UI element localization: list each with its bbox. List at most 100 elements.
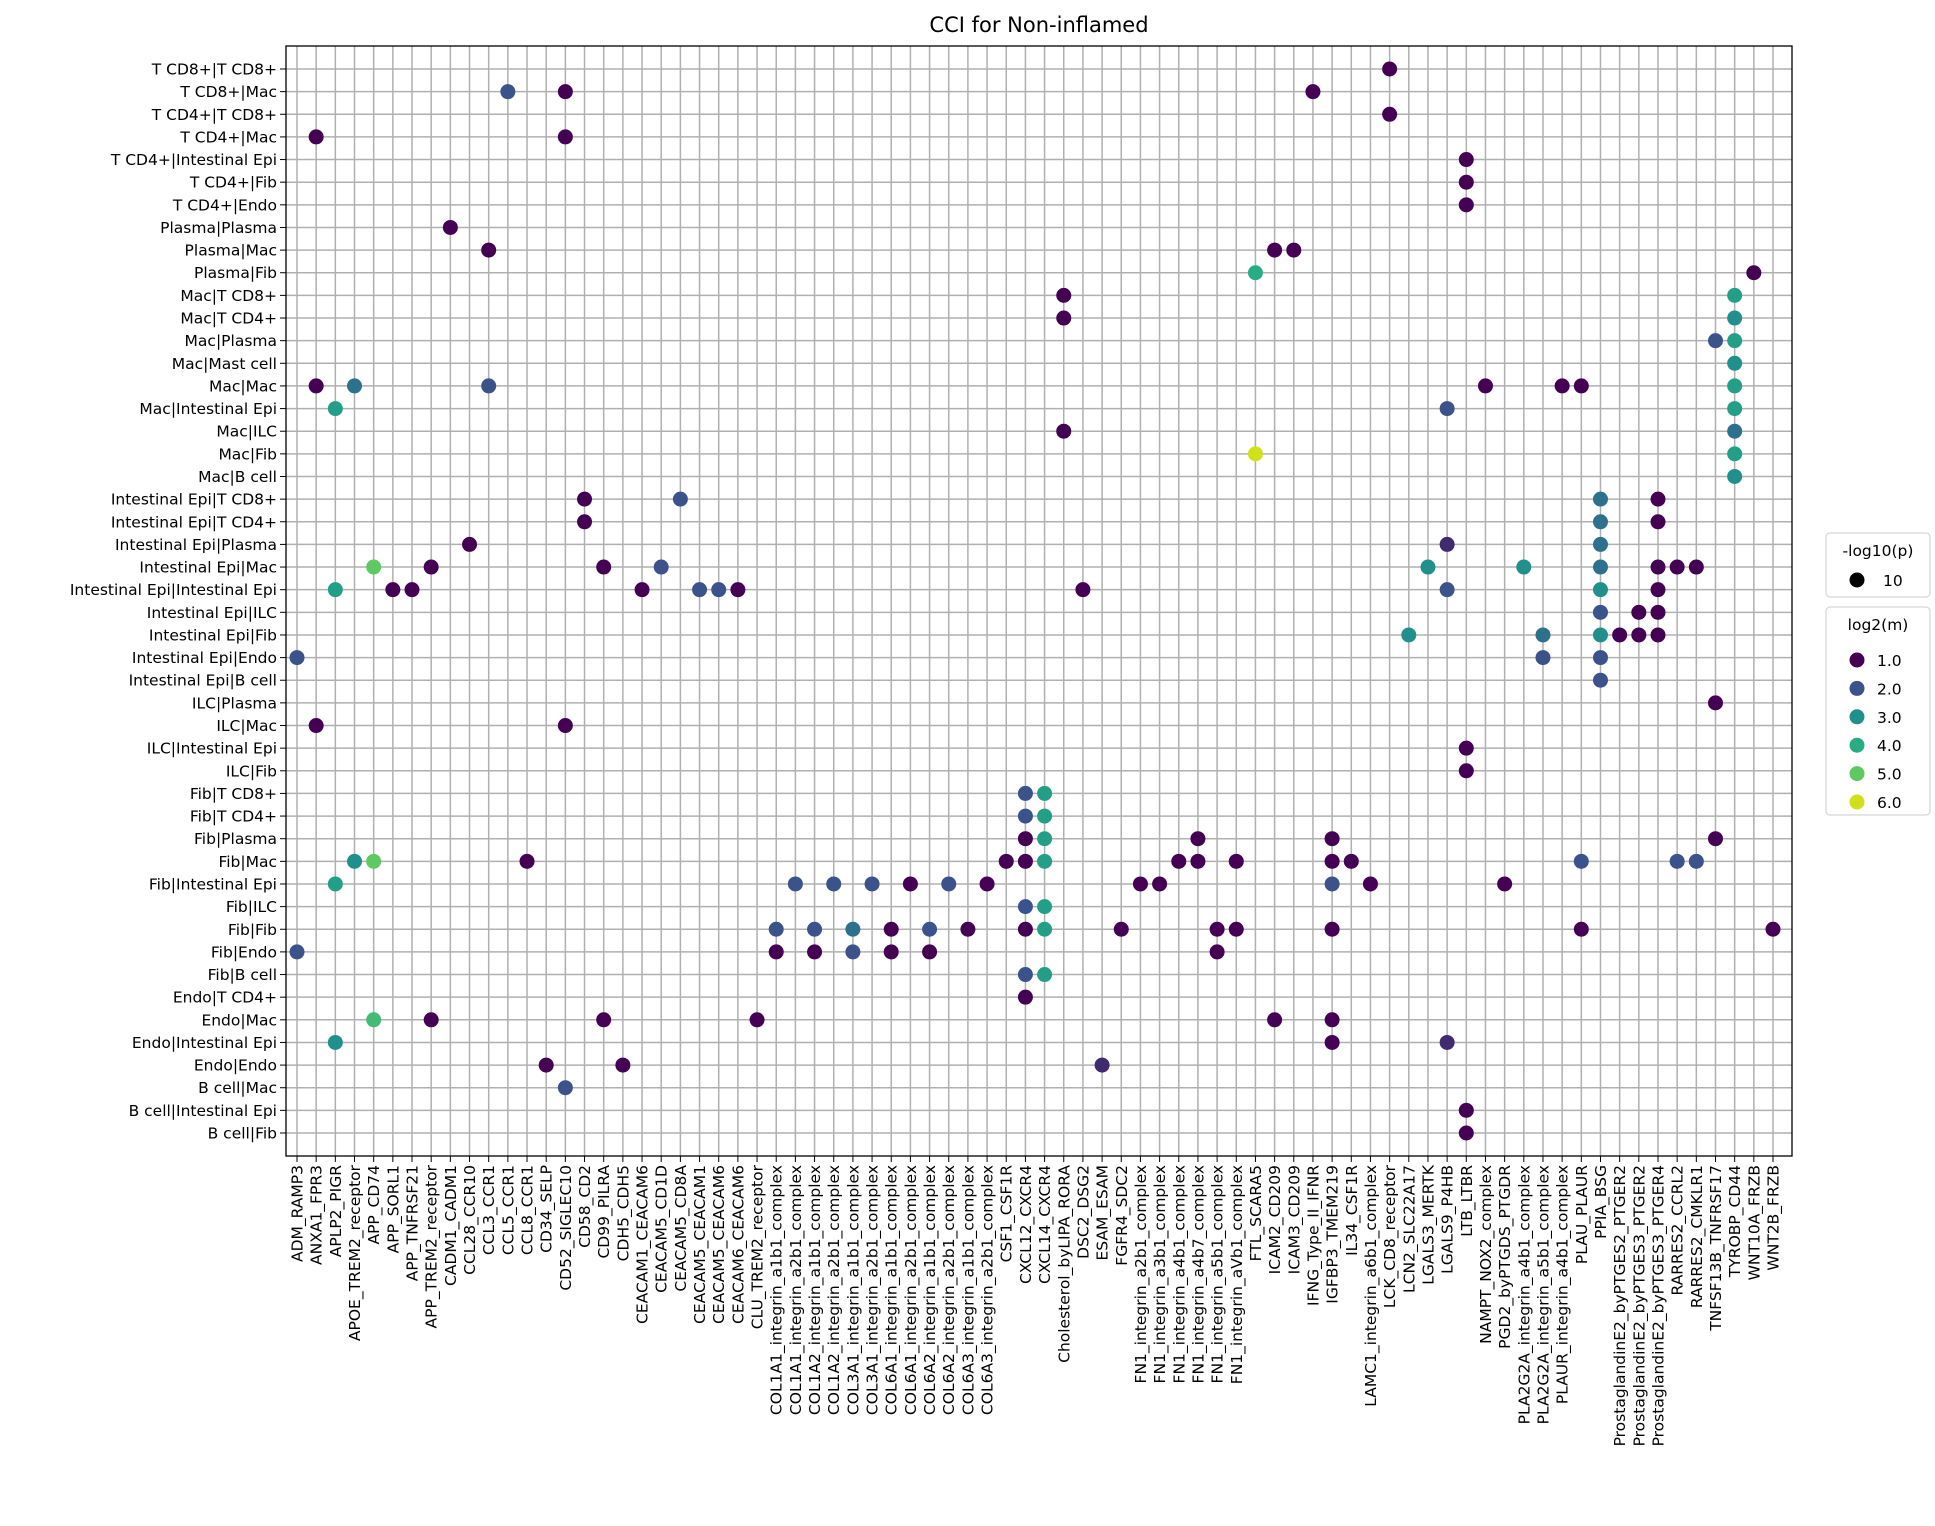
x-tick-label: CCL5_CCR1 — [499, 1165, 518, 1255]
x-tick-label: WNT10A_FRZB — [1745, 1165, 1764, 1280]
data-point — [1228, 853, 1244, 869]
x-tick-label: COL6A2_integrin_a1b1_complex — [921, 1165, 940, 1415]
x-tick-label: LGALS3_MERTK — [1419, 1164, 1438, 1285]
data-point — [327, 876, 343, 892]
data-point — [308, 129, 324, 145]
x-tick-label: CSF1_CSF1R — [998, 1165, 1017, 1263]
data-point — [1017, 921, 1033, 937]
data-point — [1573, 853, 1589, 869]
y-tick-label: Fib|B cell — [208, 966, 277, 984]
y-tick-label: Intestinal Epi|T CD4+ — [111, 513, 277, 531]
data-point — [883, 921, 899, 937]
y-tick-label: Intestinal Epi|ILC — [147, 604, 277, 622]
x-tick-label: CEACAM6_CEACAM6 — [729, 1165, 748, 1324]
x-tick-label: FGFR4_SDC2 — [1113, 1165, 1132, 1266]
x-tick-label: LGALS9_P4HB — [1439, 1165, 1458, 1274]
data-point — [634, 582, 650, 598]
data-point — [979, 876, 995, 892]
x-tick-label: CCL28_CCR10 — [461, 1165, 480, 1275]
data-point — [1765, 921, 1781, 937]
y-tick-label: ILC|Mac — [216, 717, 277, 735]
data-point — [1037, 808, 1053, 824]
data-point — [1669, 559, 1685, 575]
y-tick-label: Plasma|Plasma — [160, 219, 277, 237]
color-legend-marker — [1849, 680, 1865, 696]
data-point — [1017, 831, 1033, 847]
data-point — [385, 582, 401, 598]
data-point — [596, 559, 612, 575]
x-tick-label: ANXA1_FPR3 — [308, 1165, 327, 1265]
data-point — [481, 242, 497, 258]
data-point — [1439, 401, 1455, 417]
data-point — [1209, 921, 1225, 937]
x-tick-label: ProstaglandinE2_byPTGES3_PTGER4 — [1649, 1165, 1668, 1446]
data-point — [308, 378, 324, 394]
data-point — [1458, 152, 1474, 168]
x-tick-label: FN1_integrin_a5b1_complex — [1209, 1165, 1228, 1383]
x-tick-label: CDH5_CDH5 — [614, 1165, 633, 1261]
x-tick-label: FN1_integrin_a2b1_complex — [1132, 1165, 1151, 1383]
data-point — [1382, 61, 1398, 77]
data-point — [1592, 627, 1608, 643]
data-point — [1037, 853, 1053, 869]
data-point — [1592, 491, 1608, 507]
x-tick-label: COL1A2_integrin_a2b1_complex — [825, 1165, 844, 1415]
data-point — [366, 853, 382, 869]
y-tick-label: Intestinal Epi|Mac — [139, 559, 277, 577]
y-tick-label: Intestinal Epi|Endo — [132, 649, 277, 667]
data-point — [1727, 287, 1743, 303]
x-tick-label: ProstaglandinE2_byPTGES3_PTGER2 — [1630, 1165, 1649, 1446]
y-tick-label: Mac|Plasma — [185, 332, 277, 350]
data-point — [711, 582, 727, 598]
color-legend-title: log2(m) — [1848, 616, 1909, 634]
color-legend: log2(m) 1.0 2.0 3.0 4.0 5.0 6.0 — [1825, 606, 1931, 816]
y-tick-label: Intestinal Epi|Plasma — [115, 536, 277, 554]
data-point — [1017, 785, 1033, 801]
y-tick-label: T CD4+|Fib — [189, 174, 277, 192]
x-tick-label: FN1_integrin_aVb1_complex — [1228, 1165, 1247, 1384]
data-point — [557, 129, 573, 145]
data-point — [1382, 106, 1398, 122]
x-tick-label: COL1A2_integrin_a1b1_complex — [806, 1165, 825, 1415]
x-tick-label: RARRES2_CCRL2 — [1669, 1165, 1688, 1295]
x-tick-label: COL3A1_integrin_a2b1_complex — [864, 1165, 883, 1415]
data-point — [366, 559, 382, 575]
data-point — [1535, 627, 1551, 643]
data-point — [596, 1012, 612, 1028]
y-tick-label: T CD8+|T CD8+ — [151, 61, 277, 79]
color-legend-marker — [1849, 737, 1865, 753]
data-point — [1592, 650, 1608, 666]
data-point — [1650, 627, 1666, 643]
x-tick-label: FN1_integrin_a4b1_complex — [1170, 1165, 1189, 1383]
data-point — [826, 876, 842, 892]
data-point — [845, 921, 861, 937]
data-point — [1458, 197, 1474, 213]
x-tick-label: PLAUR_integrin_a4b1_complex — [1554, 1165, 1573, 1404]
data-point — [1592, 672, 1608, 688]
x-tick-label: CADM1_CADM1 — [442, 1165, 461, 1286]
color-legend-marker — [1849, 766, 1865, 782]
y-tick-label: B cell|Mac — [198, 1079, 277, 1097]
y-tick-label: T CD8+|Mac — [179, 83, 277, 101]
y-tick-label: T CD4+|Mac — [179, 128, 277, 146]
x-tick-label: APP_TNFRSF21 — [404, 1165, 423, 1281]
data-point — [1037, 785, 1053, 801]
color-legend-label: 5.0 — [1877, 766, 1902, 784]
x-tick-label: COL6A1_integrin_a2b1_complex — [902, 1165, 921, 1415]
x-tick-label: COL6A3_integrin_a2b1_complex — [979, 1165, 998, 1415]
x-tick-label: APOE_TREM2_receptor — [346, 1164, 365, 1341]
data-point — [1650, 604, 1666, 620]
data-point — [1631, 627, 1647, 643]
data-point — [1017, 899, 1033, 915]
x-tick-label: IFNG_Type_II_IFNR — [1304, 1165, 1323, 1306]
y-tick-label: Fib|Endo — [211, 943, 277, 961]
data-point — [1727, 446, 1743, 462]
data-point — [1037, 967, 1053, 983]
x-tick-label: CEACAM1_CEACAM6 — [634, 1165, 653, 1324]
data-points — [289, 61, 1781, 1141]
x-tick-label: PLA2G2A_integrin_a4b1_complex — [1515, 1165, 1534, 1424]
data-point — [1017, 808, 1033, 824]
data-point — [1152, 876, 1168, 892]
data-point — [1727, 310, 1743, 326]
data-point — [1037, 831, 1053, 847]
